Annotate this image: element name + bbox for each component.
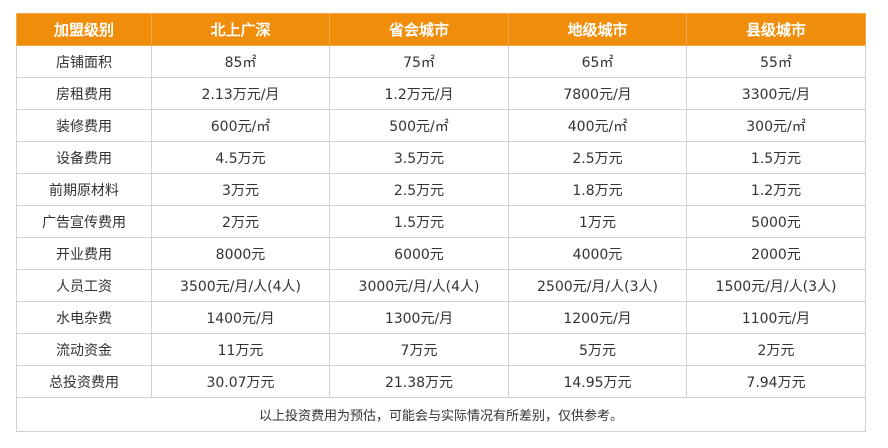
table-cell: 4000元 [508, 237, 687, 270]
table-cell: 1300元/月 [329, 301, 509, 334]
table-cell: 2500元/月/人(3人) [508, 269, 687, 302]
table-cell: 1400元/月 [151, 301, 330, 334]
table-row: 店铺面积 85㎡ 75㎡ 65㎡ 55㎡ [16, 45, 866, 78]
table-cell: 7万元 [329, 333, 509, 366]
table-cell: 1500元/月/人(3人) [686, 269, 866, 302]
table-cell: 300元/㎡ [686, 109, 866, 142]
table-row: 前期原材料 3万元 2.5万元 1.8万元 1.2万元 [16, 173, 866, 206]
table-cell: 2万元 [686, 333, 866, 366]
table-cell: 2.5万元 [329, 173, 509, 206]
table-cell: 2.13万元/月 [151, 77, 330, 110]
table-cell: 14.95万元 [508, 365, 687, 398]
table-cell: 5万元 [508, 333, 687, 366]
table-cell: 1100元/月 [686, 301, 866, 334]
disclaimer-note: 以上投资费用为预估，可能会与实际情况有所差别，仅供参考。 [16, 397, 866, 432]
header-row: 加盟级别 北上广深 省会城市 地级城市 县级城市 [16, 13, 866, 46]
table-cell: 3万元 [151, 173, 330, 206]
table-cell: 1万元 [508, 205, 687, 238]
table-cell: 5000元 [686, 205, 866, 238]
table-cell: 1.5万元 [329, 205, 509, 238]
table-cell: 3000元/月/人(4人) [329, 269, 509, 302]
row-label: 流动资金 [16, 333, 152, 366]
row-label: 房租费用 [16, 77, 152, 110]
row-label: 总投资费用 [16, 365, 152, 398]
row-label: 前期原材料 [16, 173, 152, 206]
table-row: 总投资费用 30.07万元 21.38万元 14.95万元 7.94万元 [16, 365, 866, 398]
investment-cost-table: 加盟级别 北上广深 省会城市 地级城市 县级城市 店铺面积 85㎡ 75㎡ 65… [16, 13, 866, 432]
table-cell: 3300元/月 [686, 77, 866, 110]
table-cell: 8000元 [151, 237, 330, 270]
row-label: 设备费用 [16, 141, 152, 174]
table-cell: 11万元 [151, 333, 330, 366]
table-header: 加盟级别 北上广深 省会城市 地级城市 县级城市 [16, 13, 866, 46]
note-row: 以上投资费用为预估，可能会与实际情况有所差别，仅供参考。 [16, 397, 866, 432]
table-cell: 65㎡ [508, 45, 687, 78]
table-cell: 4.5万元 [151, 141, 330, 174]
table-row: 开业费用 8000元 6000元 4000元 2000元 [16, 237, 866, 270]
table-cell: 1200元/月 [508, 301, 687, 334]
row-label: 人员工资 [16, 269, 152, 302]
table-cell: 2万元 [151, 205, 330, 238]
table-row: 设备费用 4.5万元 3.5万元 2.5万元 1.5万元 [16, 141, 866, 174]
table-cell: 75㎡ [329, 45, 509, 78]
header-prefecture-cities: 地级城市 [508, 13, 687, 46]
header-tier1-cities: 北上广深 [151, 13, 330, 46]
table-body: 店铺面积 85㎡ 75㎡ 65㎡ 55㎡ 房租费用 2.13万元/月 1.2万元… [16, 45, 866, 432]
table-cell: 7800元/月 [508, 77, 687, 110]
table-row: 房租费用 2.13万元/月 1.2万元/月 7800元/月 3300元/月 [16, 77, 866, 110]
table-cell: 55㎡ [686, 45, 866, 78]
table-row: 装修费用 600元/㎡ 500元/㎡ 400元/㎡ 300元/㎡ [16, 109, 866, 142]
table-cell: 500元/㎡ [329, 109, 509, 142]
table-cell: 30.07万元 [151, 365, 330, 398]
row-label: 店铺面积 [16, 45, 152, 78]
table-cell: 7.94万元 [686, 365, 866, 398]
table-cell: 21.38万元 [329, 365, 509, 398]
table-cell: 400元/㎡ [508, 109, 687, 142]
header-county-cities: 县级城市 [686, 13, 866, 46]
table-cell: 3.5万元 [329, 141, 509, 174]
table-cell: 85㎡ [151, 45, 330, 78]
row-label: 开业费用 [16, 237, 152, 270]
row-label: 装修费用 [16, 109, 152, 142]
table-cell: 1.5万元 [686, 141, 866, 174]
investment-table-container: 加盟级别 北上广深 省会城市 地级城市 县级城市 店铺面积 85㎡ 75㎡ 65… [16, 13, 866, 432]
table-cell: 1.8万元 [508, 173, 687, 206]
row-label: 广告宣传费用 [16, 205, 152, 238]
header-franchise-level: 加盟级别 [16, 13, 152, 46]
table-cell: 600元/㎡ [151, 109, 330, 142]
table-cell: 6000元 [329, 237, 509, 270]
table-cell: 2000元 [686, 237, 866, 270]
header-provincial-capitals: 省会城市 [329, 13, 509, 46]
table-cell: 3500元/月/人(4人) [151, 269, 330, 302]
table-row: 流动资金 11万元 7万元 5万元 2万元 [16, 333, 866, 366]
table-row: 人员工资 3500元/月/人(4人) 3000元/月/人(4人) 2500元/月… [16, 269, 866, 302]
row-label: 水电杂费 [16, 301, 152, 334]
table-row: 广告宣传费用 2万元 1.5万元 1万元 5000元 [16, 205, 866, 238]
table-cell: 1.2万元 [686, 173, 866, 206]
table-cell: 1.2万元/月 [329, 77, 509, 110]
table-row: 水电杂费 1400元/月 1300元/月 1200元/月 1100元/月 [16, 301, 866, 334]
table-cell: 2.5万元 [508, 141, 687, 174]
